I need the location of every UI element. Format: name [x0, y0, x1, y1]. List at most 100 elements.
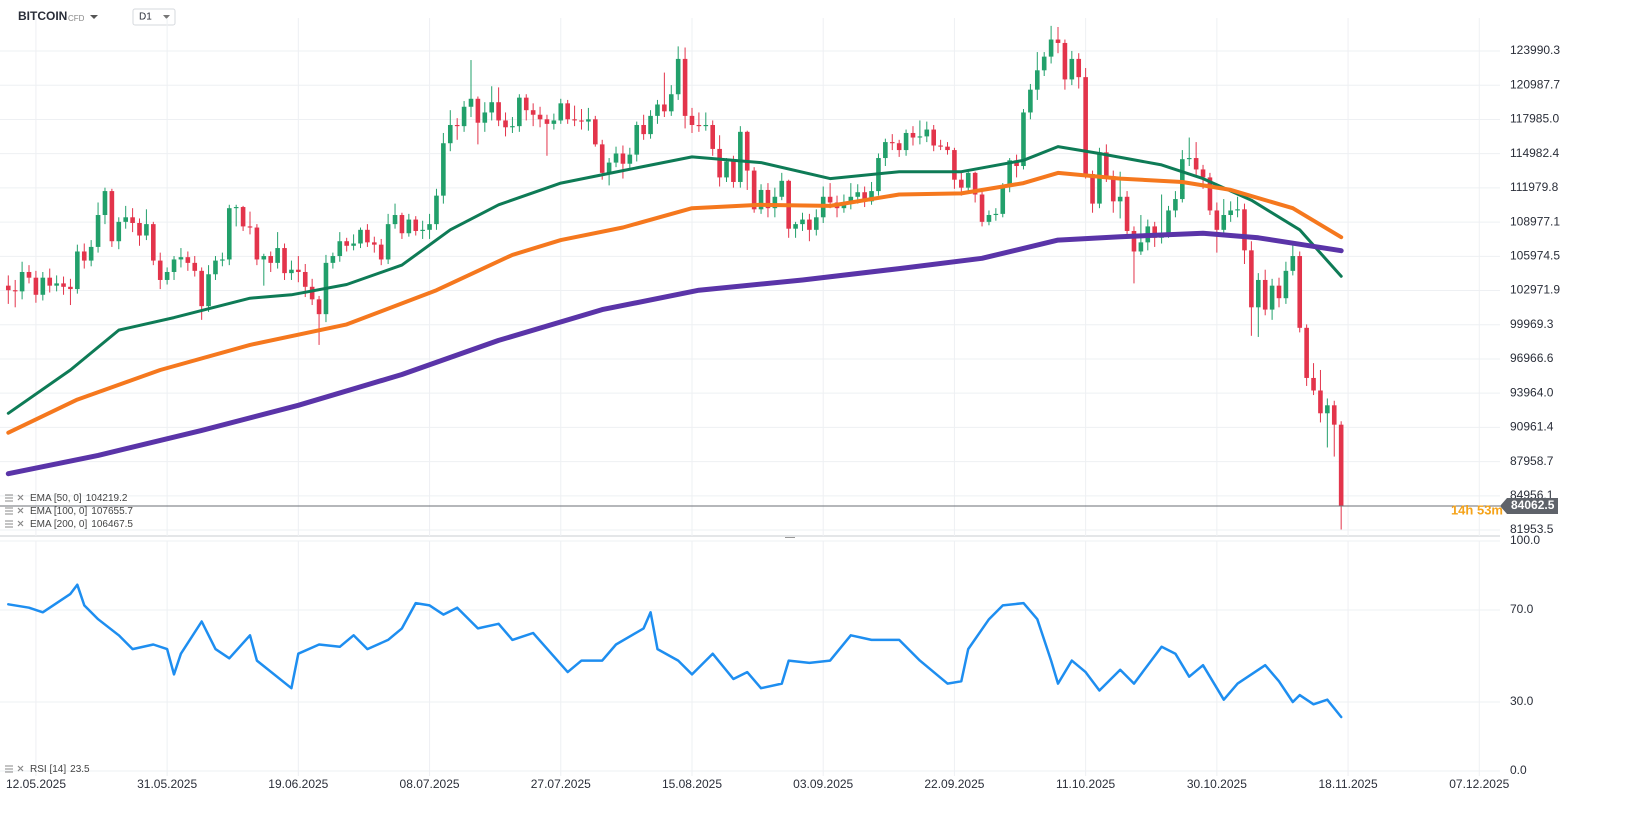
candle-body: [130, 217, 135, 223]
candle-body: [1318, 390, 1323, 414]
marks: [0, 25, 1500, 719]
x-tick-label: 30.10.2025: [1187, 777, 1247, 791]
candle-body: [537, 114, 543, 120]
legend-value: 104219.2: [86, 493, 128, 504]
candle-body: [1131, 230, 1137, 252]
candle-body: [185, 257, 191, 263]
candle-body: [662, 104, 667, 112]
candle-body: [668, 94, 674, 112]
y-tick-label: 117985.0: [1510, 112, 1559, 126]
y-tick-label: 96966.6: [1510, 351, 1554, 365]
candle-body: [606, 162, 612, 173]
candle-body: [917, 136, 923, 138]
y-tick-label: 70.0: [1510, 602, 1534, 616]
legend-value: 106467.5: [91, 519, 133, 530]
candle-body: [572, 119, 577, 121]
candle-body: [427, 224, 432, 230]
y-tick-label: 108977.1: [1510, 214, 1560, 228]
candle-body: [841, 203, 847, 209]
candle-body: [599, 144, 605, 173]
candle-body: [1110, 176, 1116, 202]
legend-menu-icon[interactable]: [5, 765, 13, 773]
candle-body: [938, 145, 943, 147]
candle-body: [81, 251, 87, 261]
timeframe-dropdown[interactable]: [163, 15, 170, 19]
candle-body: [47, 277, 53, 286]
candle-body: [157, 260, 163, 280]
candle-body: [1076, 58, 1082, 78]
legend-remove-icon[interactable]: [17, 494, 24, 501]
candle-body: [565, 103, 570, 120]
candle-body: [959, 179, 964, 188]
candle-body: [523, 97, 529, 111]
candle-body: [710, 124, 716, 149]
candle-body: [1007, 160, 1012, 187]
candle-body: [316, 299, 322, 315]
y-tick-label: 114982.4: [1510, 146, 1559, 160]
candle-body: [275, 248, 280, 263]
timeframe: D1: [139, 12, 152, 23]
candle-body: [1255, 279, 1261, 308]
candle-body: [344, 241, 349, 246]
candle-body: [945, 146, 950, 151]
indicator-line: [6, 145, 1343, 415]
symbol[interactable]: BITCOIN: [18, 9, 67, 23]
legend-remove-icon[interactable]: [17, 520, 24, 527]
candle-body: [40, 277, 46, 295]
candle-body: [385, 224, 391, 260]
legend-remove-icon[interactable]: [17, 507, 24, 514]
candle-body: [1069, 58, 1075, 80]
candle-body: [1000, 186, 1006, 214]
candle-body: [1173, 199, 1178, 211]
candle-body: [12, 290, 18, 292]
candle-body: [254, 227, 260, 260]
candle-body: [1152, 226, 1157, 238]
candle-body: [220, 259, 225, 261]
candle-body: [620, 153, 626, 164]
candle-body: [358, 229, 363, 244]
candle-body: [862, 192, 867, 202]
candle-body: [365, 229, 370, 243]
candle-body: [1249, 250, 1254, 308]
candle-body: [116, 221, 122, 242]
y-tick-label: 102971.9: [1510, 283, 1560, 297]
candle-body: [468, 98, 474, 107]
candle-body: [924, 129, 930, 137]
y-tick-label: 0.0: [1510, 763, 1527, 777]
last-price-label: 84062.5: [1511, 498, 1555, 512]
candle-body: [54, 283, 59, 286]
grid: [0, 18, 1500, 776]
y-tick-label: 105974.5: [1510, 248, 1560, 262]
symbol-dropdown[interactable]: [90, 15, 98, 19]
candle-body: [413, 219, 419, 231]
candle-body: [1200, 169, 1206, 178]
candle-body: [489, 102, 495, 113]
candle-body: [475, 98, 481, 123]
candle-body: [634, 124, 640, 155]
y-tick-label: 123990.3: [1510, 43, 1560, 57]
candle-body: [109, 191, 115, 242]
candle-body: [392, 215, 398, 225]
legend-remove-icon[interactable]: [17, 765, 24, 772]
candle-body: [986, 215, 992, 222]
candle-body: [1014, 160, 1019, 167]
candle-body: [903, 132, 909, 151]
x-tick-label: 15.08.2025: [662, 777, 722, 791]
legend-name: EMA [100, 0]: [30, 506, 87, 517]
candle-body: [558, 103, 564, 121]
indicator-line: [6, 170, 1344, 435]
legend-menu-icon[interactable]: [5, 507, 13, 515]
timeframe-box[interactable]: [132, 8, 176, 26]
candle-body: [1083, 77, 1088, 174]
x-tick-label: 03.09.2025: [793, 777, 853, 791]
candle-body: [993, 213, 999, 216]
legend-menu-icon[interactable]: [5, 520, 13, 528]
candle-body: [641, 124, 646, 135]
candle-body: [1138, 242, 1144, 252]
candle-body: [1269, 285, 1275, 310]
candle-body: [420, 229, 425, 231]
legend-menu-icon[interactable]: [5, 494, 13, 502]
candle-body: [1180, 159, 1185, 200]
candle-body: [765, 189, 771, 209]
